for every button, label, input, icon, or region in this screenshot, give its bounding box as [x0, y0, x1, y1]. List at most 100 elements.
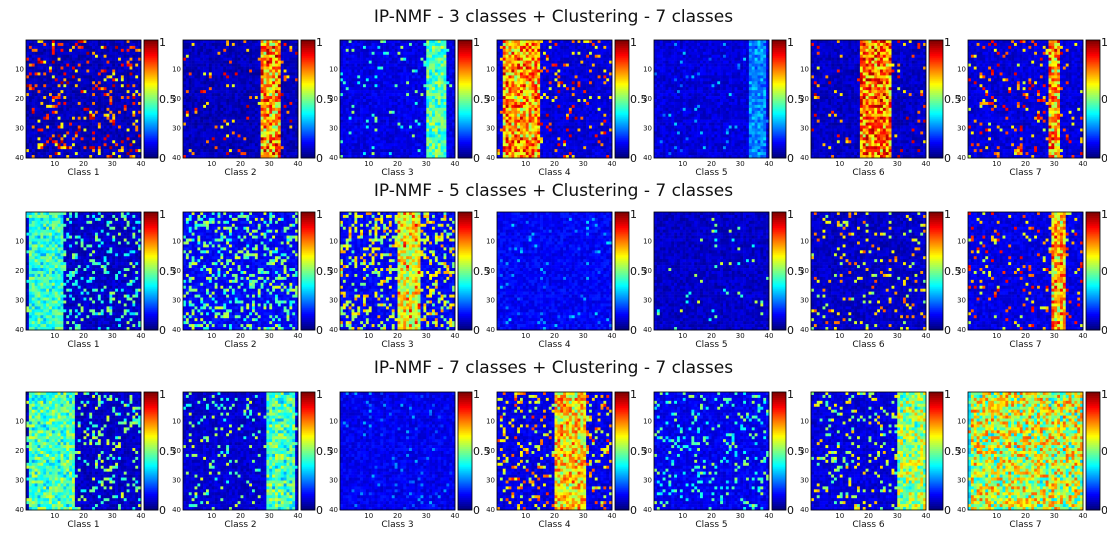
- heatmap-cell: [257, 54, 261, 58]
- heatmap-cell: [109, 87, 113, 91]
- heatmap-cell: [266, 72, 270, 76]
- heatmap-cell: [345, 45, 349, 50]
- heatmap-cell: [37, 75, 41, 79]
- heatmap-cell: [383, 119, 387, 123]
- heatmap-cell: [277, 116, 282, 120]
- heatmap-cell: [257, 146, 261, 150]
- heatmap-cell: [391, 137, 395, 141]
- heatmap-cell: [57, 155, 61, 159]
- heatmap-cell: [118, 42, 122, 47]
- heatmap-cell: [120, 137, 125, 141]
- heatmap-cell: [103, 116, 107, 120]
- heatmap-cell: [391, 63, 395, 67]
- heatmap-cell: [77, 63, 81, 67]
- panel-class-label: Class 1: [67, 168, 99, 178]
- heatmap-cell: [226, 75, 230, 79]
- heatmap-cell: [269, 110, 273, 115]
- heatmap-cell: [237, 75, 241, 79]
- colorbar-step: [144, 95, 158, 98]
- heatmap-cell: [363, 149, 367, 153]
- heatmap-cell: [194, 113, 198, 117]
- heatmap-cell: [437, 81, 441, 85]
- heatmap-cell: [371, 90, 375, 94]
- heatmap-cell: [397, 146, 401, 150]
- heatmap-cell: [406, 140, 410, 144]
- heatmap-cell: [452, 122, 456, 126]
- heatmap-cell: [400, 78, 404, 82]
- heatmap-cell: [429, 42, 433, 47]
- heatmap-cell: [49, 125, 53, 129]
- heatmap-cell: [423, 54, 427, 58]
- heatmap-cell: [388, 99, 393, 103]
- heatmap-cell: [34, 40, 38, 44]
- heatmap-cell: [66, 63, 70, 67]
- heatmap-cell: [185, 125, 190, 129]
- heatmap-cell: [66, 104, 70, 109]
- heatmap-cell: [211, 131, 215, 135]
- heatmap-cell: [37, 93, 41, 97]
- heatmap-cell: [380, 75, 384, 79]
- heatmap-cell: [340, 96, 344, 100]
- heatmap-cell: [120, 51, 125, 56]
- heatmap-cell: [217, 84, 221, 88]
- heatmap-cell: [66, 101, 70, 106]
- heatmap-cell: [365, 140, 370, 144]
- heatmap-cell: [240, 116, 244, 120]
- heatmap-cell: [72, 48, 76, 53]
- heatmap-cell: [409, 155, 413, 159]
- heatmap-cell: [80, 84, 84, 88]
- heatmap-cell: [286, 45, 290, 50]
- heatmap-cell: [240, 113, 244, 117]
- heatmap-cell: [257, 45, 261, 50]
- heatmap-cell: [397, 104, 401, 109]
- heatmap-cell: [57, 40, 61, 44]
- heatmap-cell: [417, 143, 421, 147]
- heatmap-cell: [426, 131, 430, 135]
- heatmap-cell: [292, 90, 296, 94]
- heatmap-cell: [191, 40, 195, 44]
- heatmap-cell: [46, 40, 50, 44]
- heatmap-cell: [426, 66, 430, 70]
- heatmap-cell: [254, 48, 259, 53]
- heatmap-cell: [420, 128, 424, 132]
- heatmap-cell: [234, 146, 238, 150]
- heatmap-cell: [123, 107, 127, 112]
- heatmap-cell: [449, 149, 453, 153]
- heatmap-cell: [120, 131, 125, 135]
- heatmap-cell: [51, 155, 56, 159]
- heatmap-cell: [411, 63, 416, 67]
- heatmap-cell: [229, 45, 233, 50]
- heatmap-cell: [138, 63, 142, 67]
- heatmap-cell: [423, 45, 427, 50]
- heatmap-cell: [132, 113, 136, 117]
- heatmap-cell: [432, 87, 436, 91]
- heatmap-cell: [423, 99, 427, 103]
- colorbar-step: [458, 53, 472, 57]
- heatmap-cell: [397, 81, 401, 85]
- heatmap-cell: [203, 99, 207, 103]
- heatmap-cell: [126, 96, 130, 100]
- heatmap-cell: [183, 149, 187, 153]
- heatmap-cell: [77, 113, 81, 117]
- heatmap-cell: [26, 143, 30, 147]
- heatmap-cell: [69, 137, 73, 141]
- heatmap-cell: [283, 104, 287, 109]
- heatmap-cell: [43, 128, 47, 132]
- heatmap-cell: [365, 107, 370, 112]
- heatmap-cell: [240, 104, 244, 109]
- heatmap-cell: [452, 75, 456, 79]
- heatmap-cell: [351, 96, 355, 100]
- heatmap-cell: [397, 110, 401, 115]
- heatmap-cell: [217, 134, 221, 138]
- heatmap-cell: [80, 96, 84, 100]
- heatmap-cell: [74, 140, 79, 144]
- heatmap-cell: [263, 146, 267, 150]
- heatmap-cell: [86, 137, 90, 141]
- heatmap-cell: [277, 119, 282, 123]
- heatmap-cell: [429, 113, 433, 117]
- heatmap-cell: [440, 75, 444, 79]
- heatmap-cell: [103, 69, 107, 73]
- heatmap-cell: [345, 155, 349, 159]
- heatmap-cell: [211, 122, 215, 126]
- heatmap-cell: [434, 140, 439, 144]
